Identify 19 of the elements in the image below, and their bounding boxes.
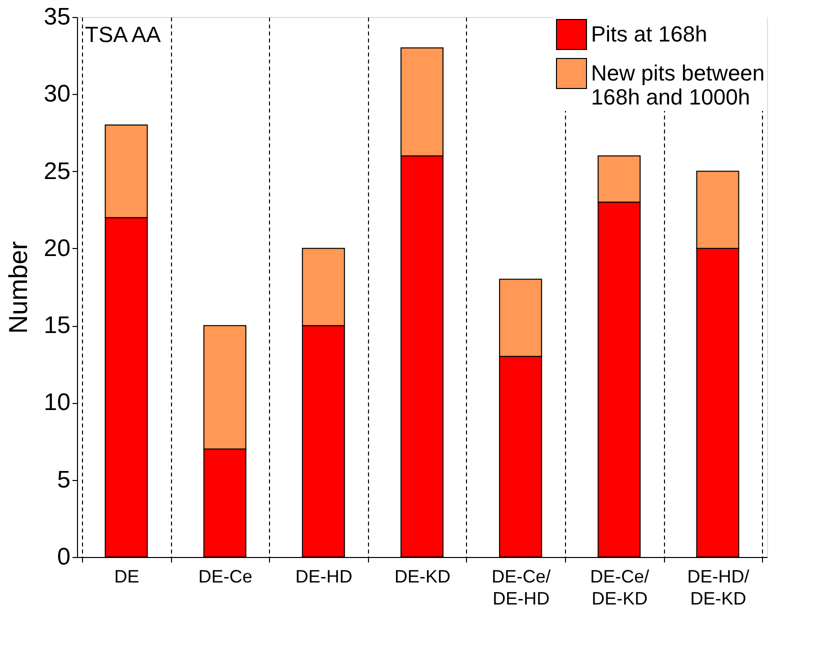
annotation: TSA AA [85, 22, 162, 47]
legend-label: Pits at 168h [591, 22, 708, 46]
y-tick-label: 35 [44, 4, 70, 30]
x-tick-label: DE [114, 566, 140, 586]
x-tick-label: DE-Ce/DE-KD [590, 566, 650, 608]
y-tick-label: 30 [44, 80, 70, 108]
y-axis-title: Number [2, 240, 33, 334]
y-tick-label: 10 [44, 389, 70, 416]
x-tick-label: DE-HD/DE-KD [687, 566, 750, 608]
y-tick-label: 0 [57, 544, 70, 570]
y-tick-label: 25 [44, 158, 70, 185]
x-tick-label: DE-Ce [198, 566, 252, 586]
x-tick-label: DE-HD [295, 566, 352, 586]
x-tick-label: DE-KD [394, 566, 451, 586]
y-tick-label: 20 [44, 234, 70, 262]
x-tick-label: DE-Ce/DE-HD [492, 566, 551, 608]
y-tick-label: 5 [57, 466, 70, 494]
legend-label: New pits between 168h and 1000h [591, 60, 765, 110]
y-tick-label: 15 [44, 312, 70, 340]
